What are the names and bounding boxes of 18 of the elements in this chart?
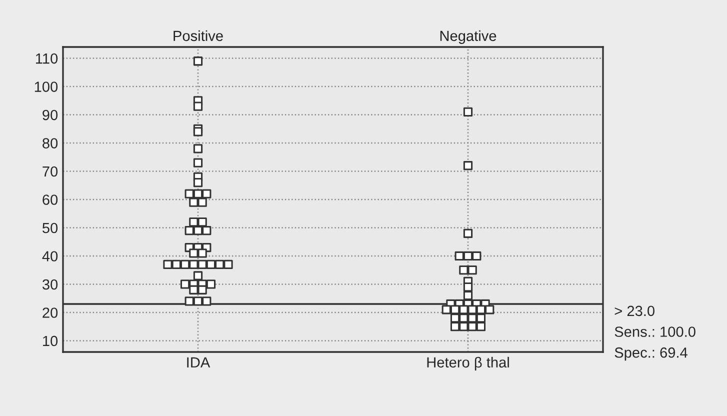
y-tick-label: 100 xyxy=(34,82,58,92)
text: Negative xyxy=(440,30,496,44)
text: Positive xyxy=(174,30,223,42)
ref-line-label: > 23.0 xyxy=(614,306,654,316)
y-tick-label: 90 xyxy=(42,110,58,120)
x-tick-label: IDA xyxy=(187,357,210,368)
text: Spec.: 69.4 xyxy=(614,347,688,361)
y-tick-label: 80 xyxy=(42,138,58,148)
y-tick-label: 60 xyxy=(42,194,58,205)
y-tick-label: 30 xyxy=(42,279,58,290)
y-tick-label: 110 xyxy=(36,53,58,64)
y-tick-label: 50 xyxy=(42,222,58,234)
y-tick-label: 20 xyxy=(42,308,58,318)
y-tick-label: 70 xyxy=(42,166,58,177)
text: Sens.: 100.0 xyxy=(614,326,696,337)
x-tick-label: Hetero β thal xyxy=(427,356,509,370)
y-tick-label: 10 xyxy=(43,336,58,346)
y-tick-label: 40 xyxy=(42,251,58,262)
